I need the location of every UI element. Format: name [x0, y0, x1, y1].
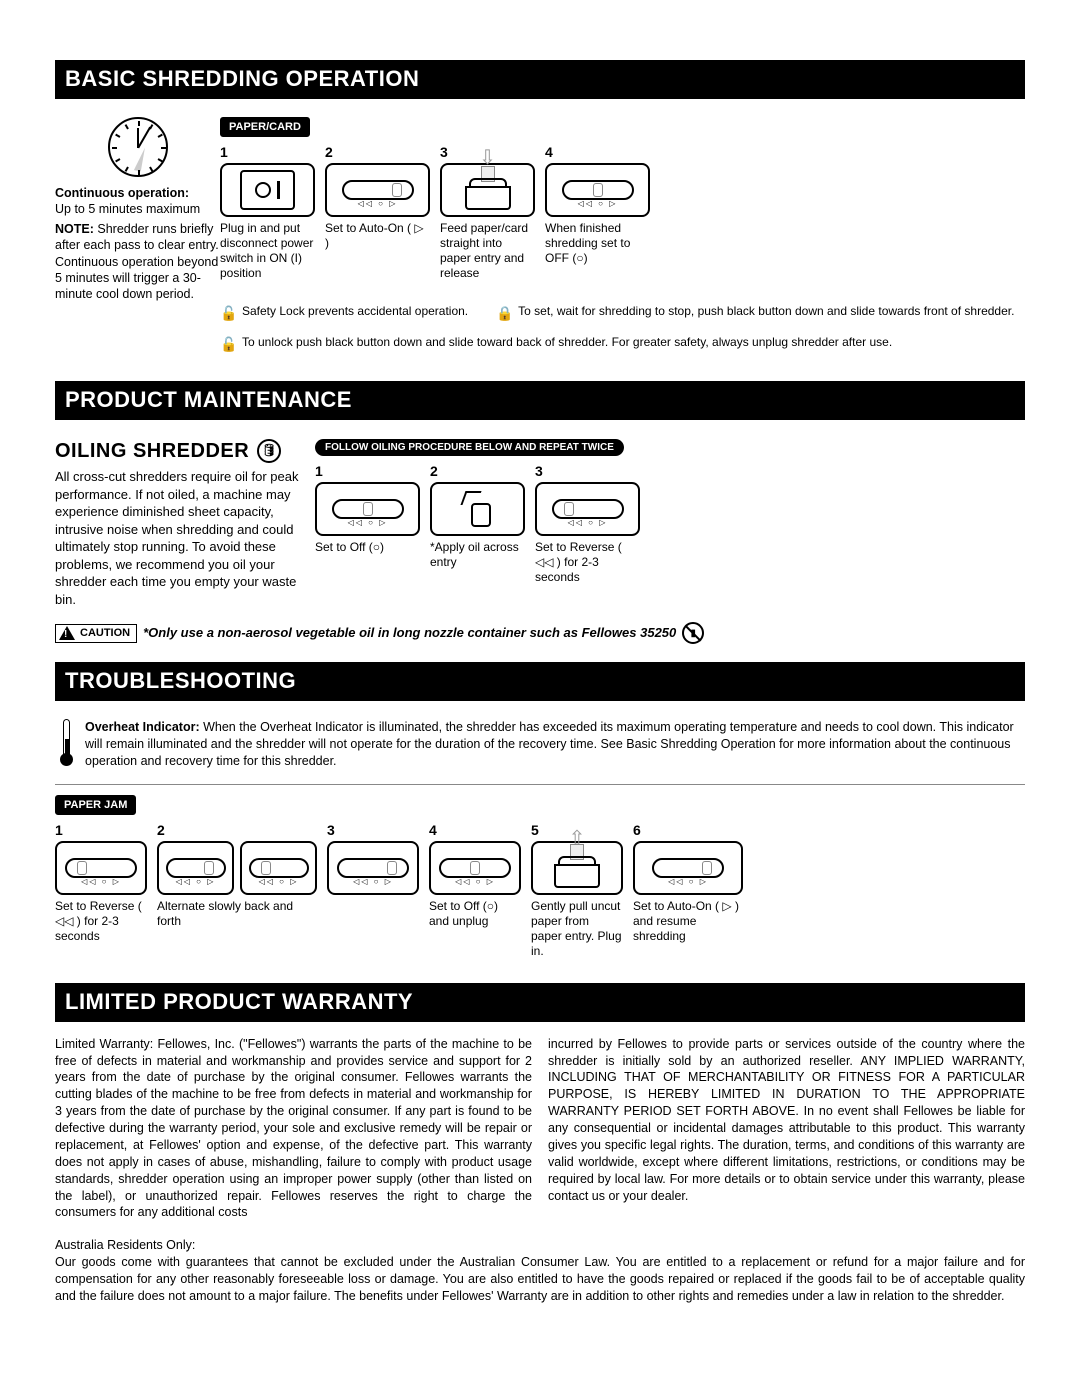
step-num: 2 — [157, 821, 317, 839]
warranty-col-1: Limited Warranty: Fellowes, Inc. ("Fello… — [55, 1036, 532, 1222]
step-num: 1 — [220, 143, 315, 161]
aus-label: Australia Residents Only: — [55, 1237, 1025, 1254]
step-box-pull: ⇩ — [531, 841, 623, 895]
step-num: 6 — [633, 821, 743, 839]
slider-icon: ◁◁ ○ ▷ — [562, 180, 634, 200]
step-box-switch — [220, 163, 315, 217]
step-caption: Alternate slowly back and forth — [157, 899, 317, 929]
safety-text: Safety Lock prevents accidental operatio… — [242, 301, 468, 323]
step-caption: Set to Off (○) and unplug — [429, 899, 521, 929]
step-caption: Set to Auto-On ( ▷ ) and resume shreddin… — [633, 899, 743, 944]
paper-jam-tag: PAPER JAM — [55, 795, 136, 815]
step-box-slider: ◁◁ ○ ▷ — [240, 841, 317, 895]
step-box-slider: ◁◁ ○ ▷ — [327, 841, 419, 895]
step-box-slider: ◁◁ ○ ▷ — [55, 841, 147, 895]
slider-icon: ◁◁ ○ ▷ — [342, 180, 414, 200]
overheat-block: Overheat Indicator: When the Overheat In… — [85, 719, 1025, 770]
step-num: 4 — [429, 821, 521, 839]
note-label: NOTE: — [55, 222, 94, 236]
slider-icon: ◁◁ ○ ▷ — [332, 499, 404, 519]
shredder-icon — [463, 170, 513, 210]
slider-icon: ◁◁ ○ ▷ — [249, 858, 309, 878]
step-num: 4 — [545, 143, 650, 161]
slider-icon: ◁◁ ○ ▷ — [337, 858, 409, 878]
caution-text: *Only use a non-aerosol vegetable oil in… — [143, 625, 676, 642]
step-caption: When finished shredding set to OFF (○) — [545, 221, 650, 266]
aus-text: Our goods come with guarantees that cann… — [55, 1254, 1025, 1305]
shredder-icon — [552, 848, 602, 888]
lock-set-icon: 🔒 — [496, 301, 510, 326]
step-caption: Set to Auto-On ( ▷ ) — [325, 221, 430, 251]
continuous-operation-panel: Continuous operation: Up to 5 minutes ma… — [55, 117, 220, 364]
step-box-slider: ◁◁ ○ ▷ — [545, 163, 650, 217]
step-caption: Set to Off (○) — [315, 540, 420, 555]
australia-block: Australia Residents Only: Our goods come… — [55, 1237, 1025, 1305]
safety-text: To unlock push black button down and sli… — [242, 332, 892, 354]
step-caption: Set to Reverse ( ◁◁ ) for 2-3 seconds — [535, 540, 640, 585]
warranty-col-2: incurred by Fellowes to provide parts or… — [548, 1036, 1025, 1222]
note-block: NOTE: Shredder runs briefly after each p… — [55, 221, 220, 302]
caution-badge: CAUTION — [55, 624, 137, 642]
slider-icon: ◁◁ ○ ▷ — [552, 499, 624, 519]
step-box-slider: ◁◁ ○ ▷ — [429, 841, 521, 895]
step-num: 2 — [430, 462, 525, 480]
cont-op-text: Up to 5 minutes maximum — [55, 201, 220, 217]
clock-icon — [108, 117, 168, 177]
step-caption: Plug in and put disconnect power switch … — [220, 221, 315, 281]
oiling-text: All cross-cut shredders require oil for … — [55, 468, 303, 608]
step-caption: Gently pull uncut paper from paper entry… — [531, 899, 623, 959]
step-caption: Set to Reverse ( ◁◁ ) for 2-3 seconds — [55, 899, 147, 944]
step-box-feed: ⇩ — [440, 163, 535, 217]
caution-label: CAUTION — [78, 625, 136, 641]
oiling-title: OILING SHREDDER 🛢 — [55, 438, 303, 464]
step-box-slider: ◁◁ ○ ▷ — [633, 841, 743, 895]
slider-icon: ◁◁ ○ ▷ — [166, 858, 226, 878]
step-num: 1 — [55, 821, 147, 839]
power-switch-icon — [240, 170, 295, 210]
step-box-slider: ◁◁ ○ ▷ — [315, 482, 420, 536]
thermometer-icon — [55, 719, 77, 767]
step-num: 2 — [325, 143, 430, 161]
step-box-slider: ◁◁ ○ ▷ — [535, 482, 640, 536]
oiling-title-text: OILING SHREDDER — [55, 438, 249, 464]
step-num: 3 — [535, 462, 640, 480]
oiling-pill: FOLLOW OILING PROCEDURE BELOW AND REPEAT… — [315, 439, 624, 456]
step-box-slider: ◁◁ ○ ▷ — [325, 163, 430, 217]
section-header-maintenance: PRODUCT MAINTENANCE — [55, 381, 1025, 420]
paper-card-tag: PAPER/CARD — [220, 117, 310, 137]
cont-op-label: Continuous operation: — [55, 185, 220, 201]
step-num: 1 — [315, 462, 420, 480]
no-aerosol-icon: ▮ — [682, 622, 704, 644]
oil-bottle-icon — [453, 489, 503, 529]
slider-icon: ◁◁ ○ ▷ — [439, 858, 511, 878]
section-header-warranty: LIMITED PRODUCT WARRANTY — [55, 983, 1025, 1022]
lock-icon: 🔓 — [220, 301, 234, 326]
step-caption: Feed paper/card straight into paper entr… — [440, 221, 535, 281]
overheat-text: When the Overheat Indicator is illuminat… — [85, 720, 1014, 768]
slider-icon: ◁◁ ○ ▷ — [652, 858, 724, 878]
step-num: 3 — [327, 821, 419, 839]
oil-can-icon: 🛢 — [257, 439, 281, 463]
lock-unset-icon: 🔓 — [220, 332, 234, 357]
overheat-label: Overheat Indicator: — [85, 720, 200, 734]
step-caption: *Apply oil across entry — [430, 540, 525, 570]
slider-icon: ◁◁ ○ ▷ — [65, 858, 137, 878]
section-header-basic: BASIC SHREDDING OPERATION — [55, 60, 1025, 99]
divider — [55, 784, 1025, 785]
step-box-oil — [430, 482, 525, 536]
section-header-troubleshooting: TROUBLESHOOTING — [55, 662, 1025, 701]
safety-text: To set, wait for shredding to stop, push… — [518, 301, 1014, 323]
warning-triangle-icon — [59, 626, 75, 640]
step-box-slider: ◁◁ ○ ▷ — [157, 841, 234, 895]
